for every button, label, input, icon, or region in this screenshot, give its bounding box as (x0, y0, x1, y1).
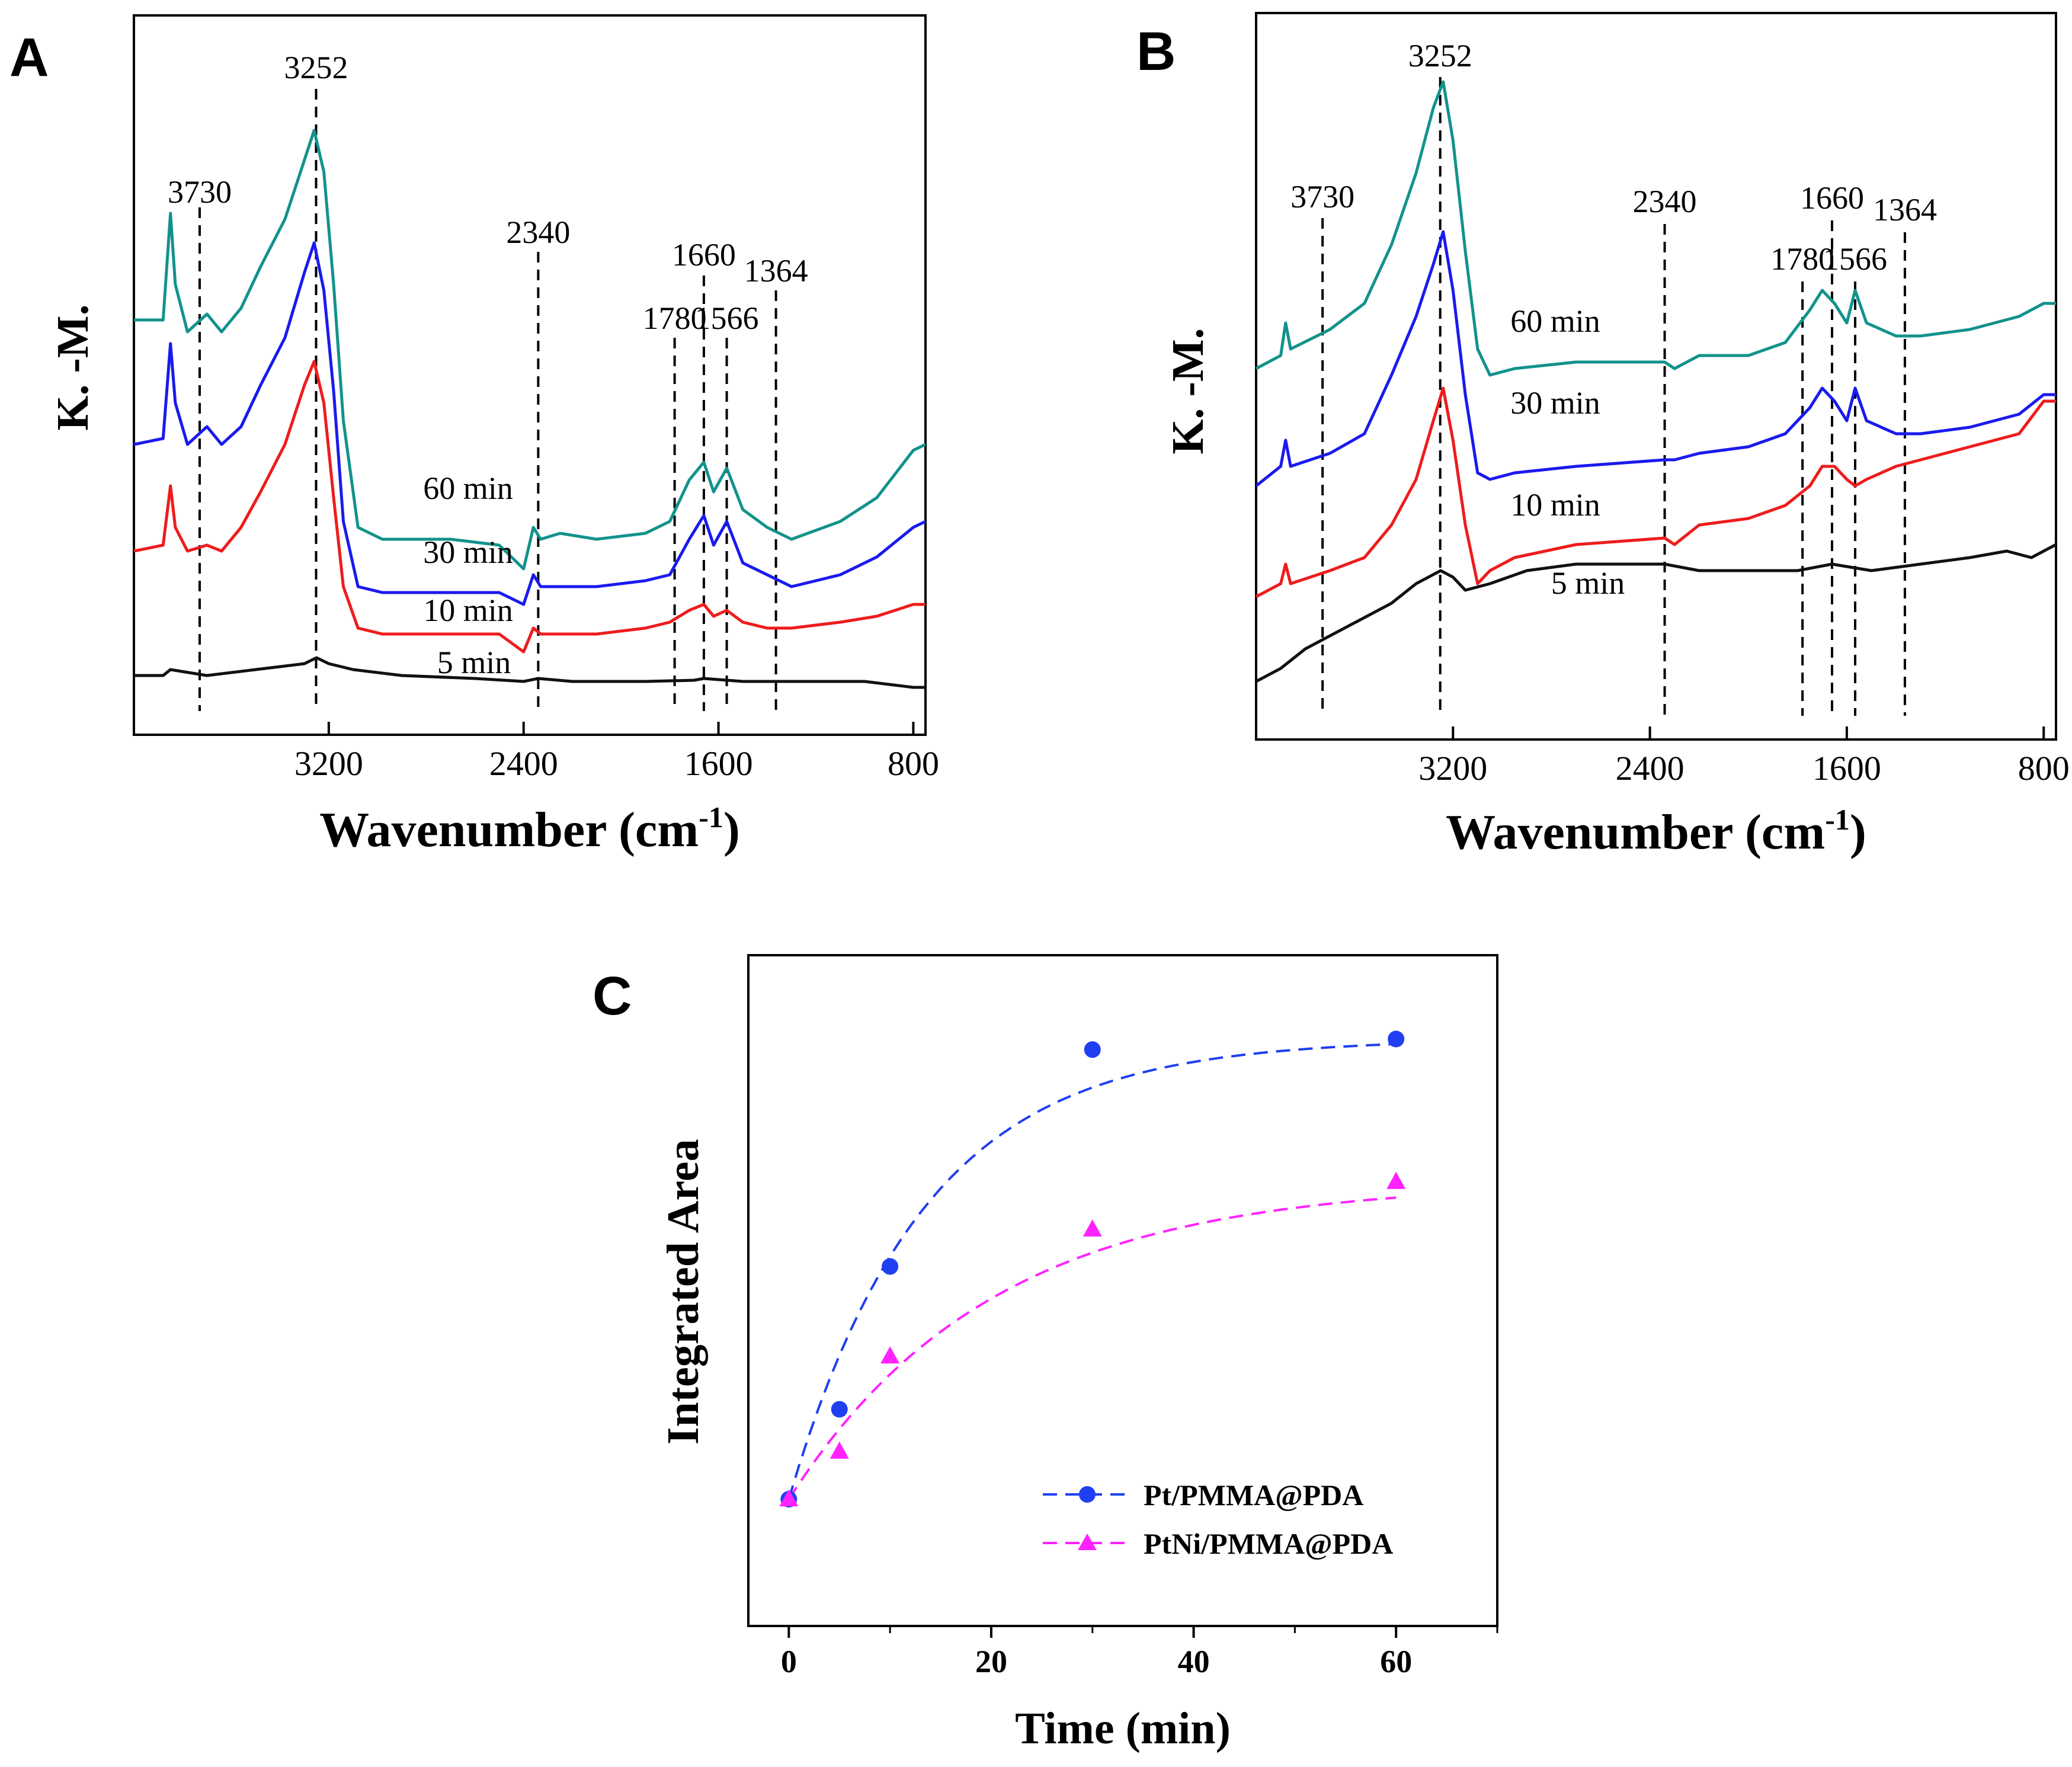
data-point-ptni-pmma-pda (779, 1489, 799, 1507)
data-point-ptni-pmma-pda (830, 1441, 849, 1459)
series-line-60-min (1255, 80, 2056, 377)
peak-label-1660: 1660 (672, 237, 736, 273)
x-tick-label-800: 800 (2018, 749, 2070, 788)
legend-label-ptni: PtNi/PMMA@PDA (1144, 1527, 1393, 1560)
panel-label-c: C (593, 966, 632, 1026)
panel-label-b: B (1136, 21, 1176, 82)
data-point-ptni-pmma-pda (1386, 1171, 1406, 1189)
data-point-pt-pmma-pda (1084, 1041, 1101, 1058)
peak-label-1660: 1660 (1800, 180, 1864, 216)
x-tick-label-2400: 2400 (489, 744, 558, 783)
series-label-30-min: 30 min (1510, 385, 1600, 421)
series-label-10-min: 10 min (423, 593, 513, 628)
peak-label-3252: 3252 (1408, 38, 1472, 73)
x-tick-label-1600: 1600 (684, 744, 753, 783)
x-tick-label-3200: 3200 (1418, 749, 1487, 788)
x-tick-label-3200: 3200 (294, 744, 363, 783)
x-tick-label-2400: 2400 (1616, 749, 1684, 788)
peak-label-2340: 2340 (1633, 184, 1697, 219)
peak-label-1364: 1364 (744, 253, 808, 289)
chart-panel-a: 3730 3252 2340 1780 1660 1566 1364 60 min 30 mi… (48, 14, 939, 857)
plot-frame-c (747, 954, 1498, 1627)
series-line-5-min (134, 656, 925, 689)
x-axis-title-c: Time (min) (1015, 1704, 1231, 1753)
series-line-30-min (133, 241, 927, 606)
series-line-10-min (133, 360, 925, 654)
series-line-60-min (134, 129, 927, 571)
series-label-60-min: 60 min (1510, 303, 1600, 339)
peak-label-1780: 1780 (643, 300, 707, 336)
x-axis-title-a: Wavenumber (cm-1) (319, 801, 740, 857)
chart-panel-b: 3730 3252 2340 1780 1660 1566 1364 60 min 30 mi… (1163, 12, 2070, 860)
x-tick-label-60: 60 (1380, 1644, 1412, 1679)
y-axis-title-b: K. -M. (1163, 328, 1213, 454)
plot-frame-a (133, 14, 927, 736)
data-point-ptni-pmma-pda (880, 1346, 900, 1364)
x-tick-label-0: 0 (781, 1644, 797, 1679)
x-tick-label-1600: 1600 (1812, 749, 1881, 788)
peak-label-2340: 2340 (506, 215, 570, 250)
series-label-10-min: 10 min (1510, 487, 1600, 523)
plot-frame-b (1255, 12, 2057, 741)
data-point-ptni-pmma-pda (1083, 1219, 1102, 1237)
x-tick-label-800: 800 (888, 744, 939, 783)
x-tick-label-20: 20 (975, 1644, 1007, 1679)
peak-label-3730: 3730 (1290, 179, 1354, 215)
series-line-30-min (1255, 230, 2056, 487)
x-axis-title-b: Wavenumber (cm-1) (1446, 803, 1866, 860)
series-label-5-min: 5 min (1551, 565, 1625, 601)
peak-label-1566: 1566 (1823, 241, 1887, 277)
chart-panel-c: 0 20 40 60 Integrated Area Time (min) Pt/PM… (658, 954, 1498, 1753)
series-label-30-min: 30 min (423, 534, 513, 570)
panel-label-a: A (9, 27, 49, 88)
fit-curve-pt-pmma-pda (787, 1043, 1397, 1500)
data-point-pt-pmma-pda (882, 1258, 899, 1275)
series-label-5-min: 5 min (437, 645, 511, 680)
peak-label-3730: 3730 (168, 174, 232, 210)
x-tick-label-40: 40 (1178, 1644, 1210, 1679)
series-label-60-min: 60 min (423, 470, 513, 506)
peak-label-3252: 3252 (284, 50, 348, 85)
peak-label-1780: 1780 (1770, 241, 1834, 277)
data-point-pt-pmma-pda (1388, 1030, 1405, 1048)
y-axis-title-a: K. -M. (48, 304, 98, 430)
data-point-pt-pmma-pda (831, 1401, 848, 1418)
peak-label-1566: 1566 (695, 300, 759, 336)
legend-label-pt: Pt/PMMA@PDA (1144, 1478, 1363, 1512)
peak-label-1364: 1364 (1873, 192, 1937, 228)
series-line-5-min (1255, 543, 2057, 683)
legend-marker-ptni (1078, 1534, 1097, 1550)
series-line-10-min (1255, 386, 2056, 598)
legend-marker-pt (1079, 1486, 1096, 1503)
y-axis-title-c: Integrated Area (658, 1139, 708, 1445)
legend-c: Pt/PMMA@PDA PtNi/PMMA@PDA (1043, 1478, 1393, 1560)
fit-curve-ptni-pmma-pda (787, 1196, 1397, 1500)
